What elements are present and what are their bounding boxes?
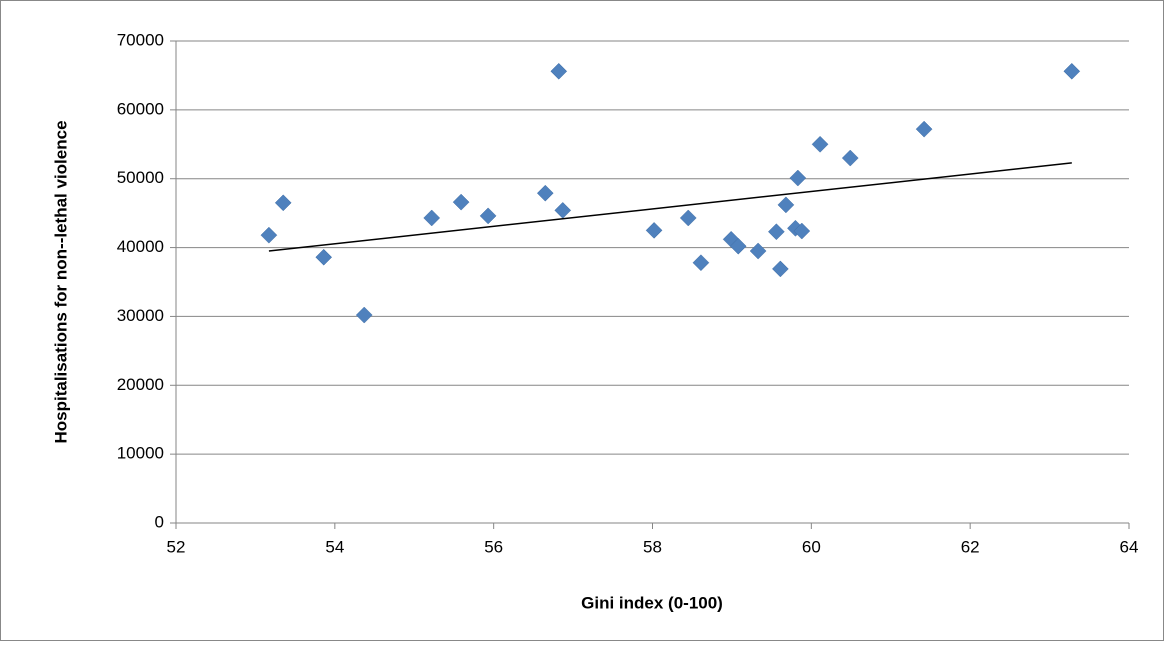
data-point: [452, 193, 470, 211]
data-point: [811, 135, 829, 153]
data-point: [645, 222, 663, 239]
x-tick-label: 60: [802, 537, 821, 556]
x-axis-title: Gini index (0-100): [581, 593, 723, 612]
y-tick-label: 70000: [117, 30, 164, 49]
data-point: [274, 194, 292, 212]
data-point: [789, 169, 807, 187]
x-tick-label: 54: [325, 537, 344, 556]
data-point: [536, 184, 554, 202]
x-tick-label: 58: [643, 537, 662, 556]
y-tick-label: 0: [155, 512, 164, 531]
data-point: [260, 226, 278, 244]
data-point: [355, 306, 373, 324]
data-point: [793, 222, 811, 240]
data-point: [550, 62, 568, 80]
x-tick-label: 64: [1120, 537, 1139, 556]
x-tick-label: 62: [961, 537, 980, 556]
y-tick-label: 20000: [117, 375, 164, 394]
y-tick-label: 50000: [117, 168, 164, 187]
data-point: [315, 248, 333, 266]
trendline: [268, 162, 1072, 252]
data-point: [749, 242, 767, 260]
data-point: [772, 260, 789, 278]
x-tick-label: 56: [484, 537, 503, 556]
data-point: [915, 120, 933, 138]
y-axis-title: Hospitalisations for non--lethal violenc…: [51, 120, 70, 443]
data-point: [777, 196, 795, 214]
y-tick-label: 10000: [117, 444, 164, 463]
y-tick-label: 60000: [117, 99, 164, 118]
data-point: [729, 237, 747, 255]
y-tick-label: 40000: [117, 237, 164, 256]
data-point: [692, 254, 710, 272]
data-point: [841, 149, 859, 167]
data-point: [423, 209, 441, 227]
data-point: [479, 207, 497, 225]
y-tick-label: 30000: [117, 306, 164, 325]
data-point: [768, 223, 785, 241]
x-tick-label: 52: [167, 537, 186, 556]
data-point: [679, 209, 697, 227]
data-point: [1063, 62, 1081, 80]
